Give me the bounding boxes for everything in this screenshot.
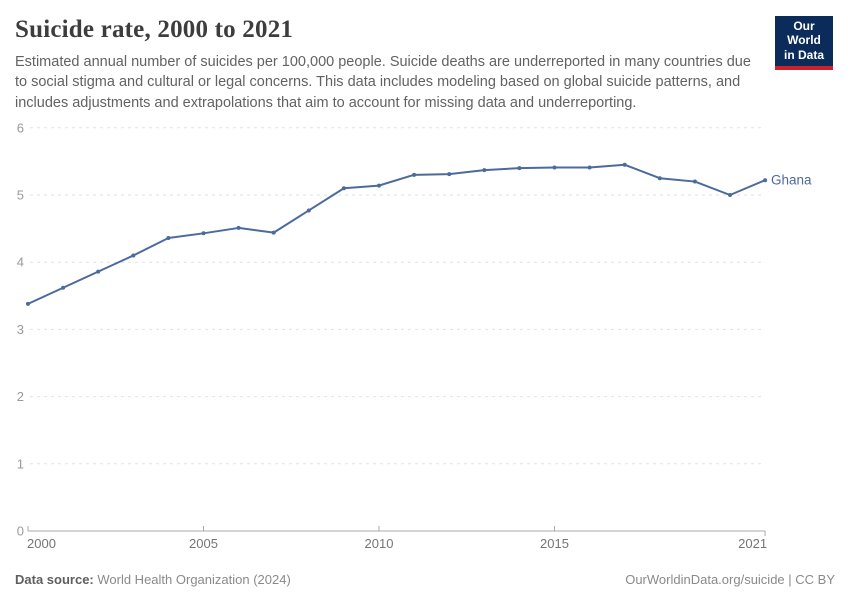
data-point[interactable] xyxy=(622,162,627,167)
data-point[interactable] xyxy=(728,193,732,197)
data-point[interactable] xyxy=(552,165,557,170)
data-point[interactable] xyxy=(763,178,768,183)
x-tick-label: 2000 xyxy=(27,536,56,551)
data-point[interactable] xyxy=(201,231,206,236)
data-point[interactable] xyxy=(271,230,276,235)
page-title: Suicide rate, 2000 to 2021 xyxy=(15,16,294,43)
series-label[interactable]: Ghana xyxy=(771,173,812,188)
data-point[interactable] xyxy=(96,269,101,274)
line-chart[interactable]: 0 1 2 3 4 5 6 2000 2005 2010 2015 2021 Ghana xyxy=(0,115,850,570)
owid-logo-line2: in Data xyxy=(783,47,824,62)
y-tick-label: 6 xyxy=(17,120,24,135)
y-tick-label: 1 xyxy=(17,456,24,471)
data-point[interactable] xyxy=(341,186,346,191)
data-point[interactable] xyxy=(61,285,66,290)
data-point[interactable] xyxy=(657,176,662,181)
data-point[interactable] xyxy=(447,172,452,177)
license-note: OurWorldinData.org/suicide | CC BY xyxy=(625,572,835,587)
owid-logo-line1: Our World xyxy=(787,19,821,48)
data-point[interactable] xyxy=(306,208,311,213)
owid-logo[interactable]: Our World in Data xyxy=(775,16,833,71)
data-point[interactable] xyxy=(587,165,592,170)
x-tick-label: 2010 xyxy=(365,536,394,551)
data-source: Data source: World Health Organization (… xyxy=(15,572,291,587)
data-source-text: World Health Organization (2024) xyxy=(93,572,291,587)
data-point[interactable] xyxy=(692,179,697,184)
data-point[interactable] xyxy=(482,168,487,173)
footer: Data source: World Health Organization (… xyxy=(15,572,835,587)
data-point[interactable] xyxy=(412,172,417,177)
data-point[interactable] xyxy=(517,166,522,171)
ghana-line[interactable] xyxy=(27,163,766,305)
y-tick-label: 5 xyxy=(17,188,24,203)
chart-subtitle: Estimated annual number of suicides per … xyxy=(15,54,751,111)
y-tick-label: 4 xyxy=(17,255,24,270)
x-tick-label: 2005 xyxy=(189,536,218,551)
data-source-label: Data source: xyxy=(15,572,94,587)
y-tick-label: 3 xyxy=(17,322,24,337)
data-point[interactable] xyxy=(166,236,171,241)
y-tick-label: 2 xyxy=(17,389,24,404)
data-point[interactable] xyxy=(26,301,30,306)
x-tick-label: 2015 xyxy=(540,536,569,551)
x-tick-label: 2021 xyxy=(738,536,767,551)
data-point[interactable] xyxy=(236,225,241,230)
data-point[interactable] xyxy=(377,183,381,188)
y-tick-label: 0 xyxy=(17,524,24,539)
data-point[interactable] xyxy=(131,253,136,258)
